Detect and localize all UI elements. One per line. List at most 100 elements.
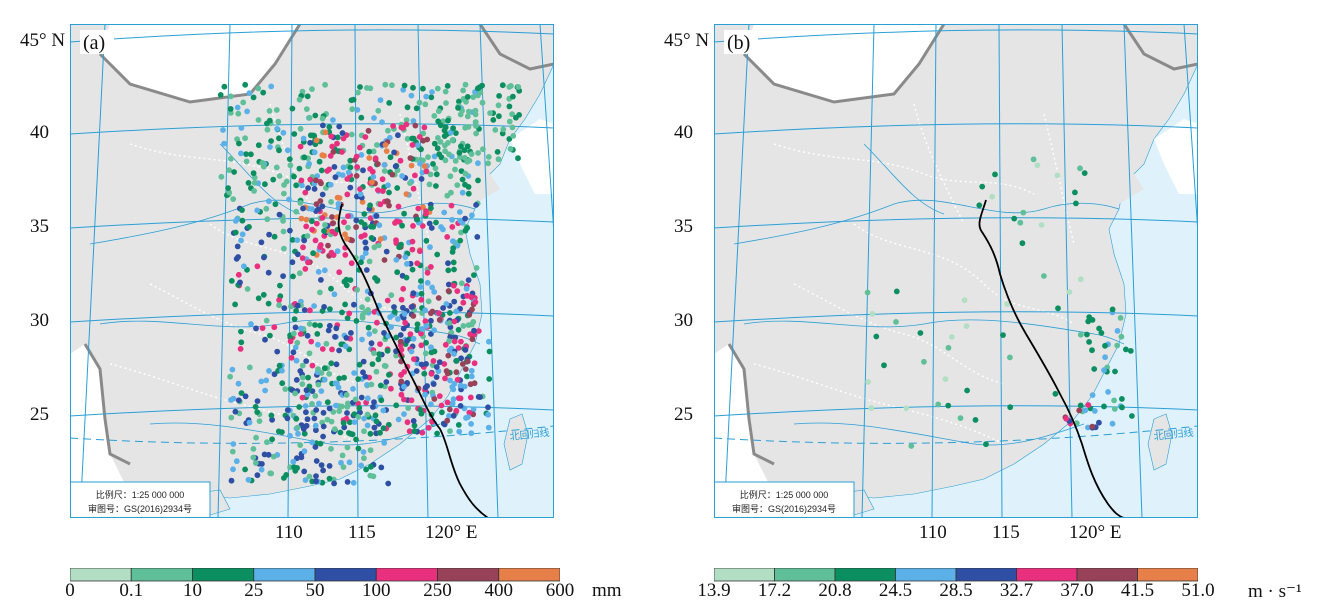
- station-dot: [227, 106, 234, 112]
- station-dot: [379, 119, 385, 126]
- station-dot: [447, 377, 453, 384]
- station-dot: [386, 100, 393, 106]
- station-dot: [453, 369, 460, 376]
- station-dot: [458, 229, 464, 236]
- station-dot: [244, 108, 251, 115]
- station-dot: [354, 107, 361, 113]
- station-dot: [299, 381, 306, 387]
- station-dot: [291, 316, 298, 322]
- station-dot: [361, 428, 367, 435]
- station-dot: [334, 134, 341, 141]
- station-dot: [446, 151, 452, 158]
- station-dot: [398, 391, 405, 398]
- station-dot: [265, 300, 272, 307]
- station-dot: [468, 430, 475, 437]
- station-dot: [445, 281, 452, 288]
- station-dot: [406, 428, 413, 435]
- station-dot: [268, 412, 275, 419]
- station-dot: [382, 81, 389, 88]
- station-dot: [451, 351, 457, 357]
- station-dot: [381, 257, 388, 263]
- station-dot: [468, 367, 475, 374]
- station-dot: [268, 138, 274, 144]
- station-dot: [303, 216, 310, 223]
- station-dot: [286, 156, 293, 163]
- station-dot: [468, 373, 475, 380]
- station-dot: [293, 415, 300, 422]
- station-dot: [356, 405, 363, 411]
- station-dot: [248, 321, 254, 327]
- station-dot: [461, 154, 468, 161]
- station-dot: [274, 126, 280, 132]
- station-dot: [411, 422, 418, 429]
- station-dot: [315, 366, 321, 373]
- station-dot: [275, 428, 282, 435]
- tropic-label: 北回归线: [509, 426, 550, 443]
- station-dot: [417, 248, 423, 255]
- station-dot: [336, 375, 343, 382]
- station-dot: [297, 143, 304, 150]
- station-dot: [464, 225, 471, 231]
- station-dot: [401, 411, 407, 417]
- lon-label-115: 115: [348, 522, 376, 543]
- station-dot: [399, 173, 405, 179]
- station-dot: [397, 157, 404, 164]
- station-dot: [312, 112, 319, 119]
- station-dot: [375, 161, 381, 167]
- station-dot: [485, 160, 491, 167]
- station-dot: [893, 319, 899, 325]
- station-dot: [367, 215, 374, 222]
- station-dot: [361, 211, 368, 217]
- station-dot: [403, 274, 410, 281]
- station-dot: [329, 143, 336, 150]
- station-dot: [945, 344, 952, 351]
- station-dot: [972, 417, 979, 423]
- station-dot: [513, 114, 519, 121]
- station-dot: [304, 93, 311, 100]
- station-dot: [409, 135, 415, 142]
- station-dot: [471, 380, 478, 387]
- station-dot: [515, 155, 521, 162]
- station-dot: [317, 198, 324, 204]
- station-dot: [410, 223, 416, 229]
- station-dot: [426, 220, 433, 227]
- station-dot: [235, 110, 242, 117]
- station-dot: [411, 428, 418, 435]
- land-northeast-border: [478, 24, 554, 71]
- station-dot: [455, 422, 462, 428]
- station-dot: [372, 155, 379, 162]
- station-dot: [445, 352, 452, 359]
- station-dot: [473, 123, 479, 129]
- station-dot: [276, 147, 282, 154]
- station-dot: [296, 165, 303, 172]
- station-dot: [238, 125, 245, 131]
- station-dot: [419, 326, 425, 332]
- station-dot: [254, 409, 261, 415]
- station-dot: [466, 311, 473, 318]
- station-dot: [421, 124, 428, 131]
- station-dot: [423, 339, 429, 346]
- station-dot: [364, 395, 371, 402]
- station-dot: [301, 430, 308, 437]
- station-dot: [359, 336, 365, 343]
- station-dot: [333, 361, 340, 368]
- station-dot: [302, 477, 309, 483]
- station-dot: [457, 217, 463, 224]
- station-dot: [264, 216, 271, 223]
- station-dot: [362, 309, 369, 315]
- station-dot: [265, 451, 272, 458]
- station-dot: [270, 453, 277, 460]
- station-dot: [331, 164, 338, 170]
- station-dot: [228, 278, 235, 284]
- colorbar-tick-label: 250: [423, 580, 452, 601]
- station-dot: [292, 390, 298, 397]
- station-dot: [903, 405, 910, 412]
- station-dot: [376, 222, 383, 229]
- station-dot: [428, 401, 434, 408]
- station-dot: [462, 215, 468, 222]
- station-dot: [378, 464, 385, 471]
- scale-box: 比例尺：1:25 000 000 审图号：GS(2016)2934号: [70, 481, 211, 518]
- station-dot: [388, 385, 394, 392]
- station-dot: [297, 200, 304, 206]
- lon-label-110: 110: [919, 522, 947, 543]
